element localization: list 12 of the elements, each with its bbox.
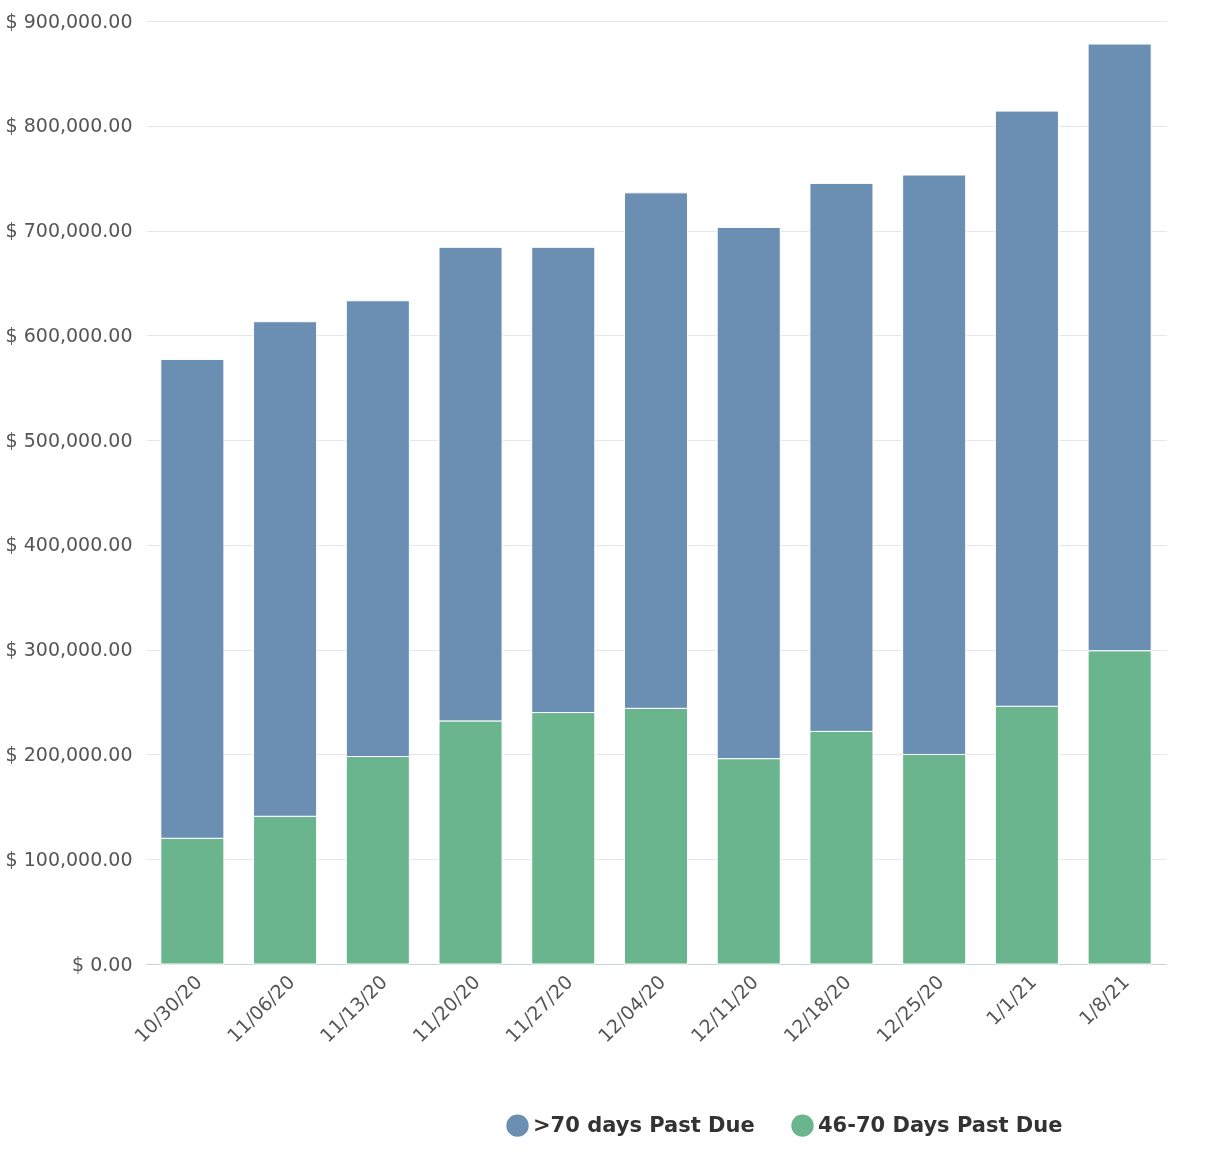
y-tick-label: $ 200,000.00 — [5, 742, 133, 765]
y-tick-label: $ 600,000.00 — [5, 323, 133, 346]
y-tick-label: $ 100,000.00 — [5, 847, 133, 870]
y-tick-label: $ 300,000.00 — [5, 638, 133, 661]
y-tick-label: $ 700,000.00 — [5, 219, 133, 242]
y-tick-label: $ 0.00 — [72, 952, 133, 975]
y-tick-label: $ 900,000.00 — [5, 9, 133, 32]
y-tick-label: $ 800,000.00 — [5, 114, 133, 137]
legend-label: >70 days Past Due — [533, 1112, 755, 1137]
legend-label: 46-70 Days Past Due — [818, 1112, 1063, 1137]
y-tick-label: $ 500,000.00 — [5, 428, 133, 451]
y-tick-label: $ 400,000.00 — [5, 533, 133, 556]
